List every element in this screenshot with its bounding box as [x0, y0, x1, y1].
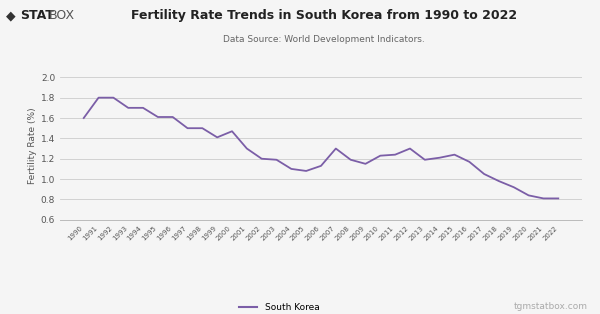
Text: STAT: STAT — [20, 9, 53, 22]
Text: Fertility Rate Trends in South Korea from 1990 to 2022: Fertility Rate Trends in South Korea fro… — [131, 9, 517, 22]
Legend: South Korea: South Korea — [236, 300, 323, 314]
Y-axis label: Fertility Rate (%): Fertility Rate (%) — [28, 108, 37, 184]
Text: BOX: BOX — [49, 9, 76, 22]
Text: tgmstatbox.com: tgmstatbox.com — [514, 302, 588, 311]
Text: ◆: ◆ — [6, 9, 16, 22]
Text: Data Source: World Development Indicators.: Data Source: World Development Indicator… — [223, 35, 425, 44]
